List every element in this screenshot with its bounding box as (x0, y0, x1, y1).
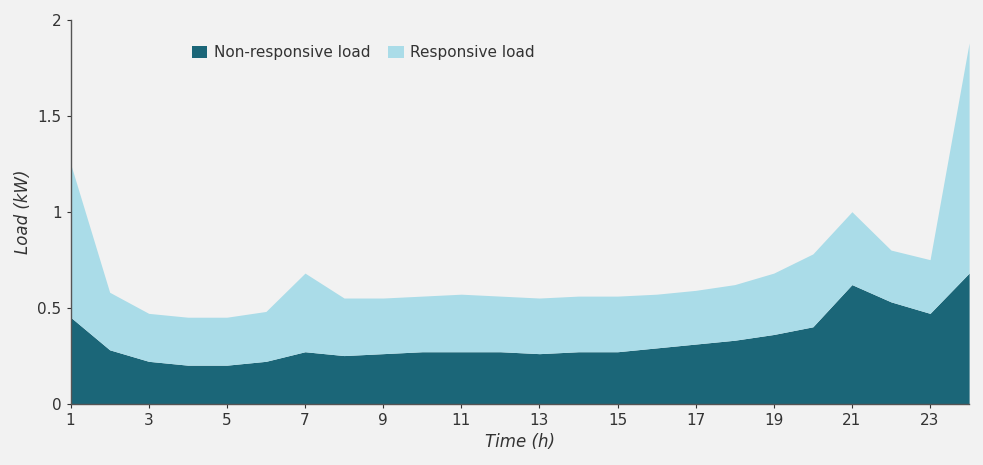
X-axis label: Time (h): Time (h) (485, 433, 554, 451)
Legend: Non-responsive load, Responsive load: Non-responsive load, Responsive load (186, 39, 541, 66)
Y-axis label: Load (kW): Load (kW) (14, 169, 31, 254)
